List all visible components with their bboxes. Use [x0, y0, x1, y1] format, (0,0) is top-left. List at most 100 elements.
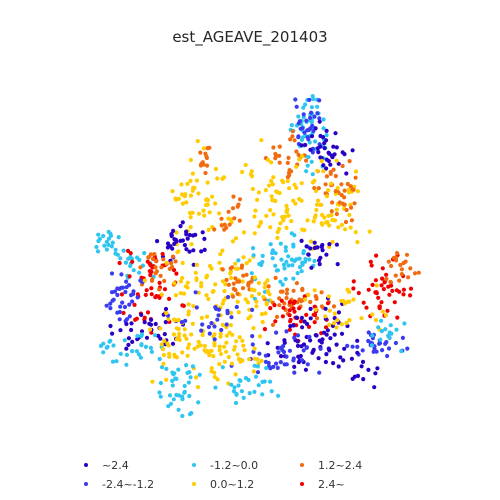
map-point — [233, 261, 238, 266]
map-point — [278, 354, 284, 359]
map-point — [251, 369, 256, 374]
map-point — [113, 247, 118, 252]
map-point — [273, 263, 278, 268]
map-point — [306, 137, 311, 142]
map-point — [143, 344, 148, 349]
map-point — [312, 320, 317, 325]
point-cluster — [351, 253, 414, 320]
map-point — [237, 197, 243, 202]
map-point — [291, 306, 296, 311]
map-point — [188, 157, 193, 163]
map-point — [369, 343, 375, 348]
map-point — [209, 366, 214, 371]
map-point — [359, 364, 364, 369]
map-point — [242, 348, 247, 353]
map-point — [193, 290, 198, 295]
map-point — [293, 201, 298, 206]
map-point — [292, 335, 297, 340]
map-point — [109, 271, 115, 276]
map-point — [260, 253, 265, 258]
map-point — [388, 279, 393, 285]
point-cluster — [157, 363, 201, 419]
map-point — [187, 370, 192, 375]
map-point — [285, 207, 290, 212]
map-point — [212, 374, 217, 380]
map-point — [287, 308, 292, 313]
map-point — [170, 370, 175, 375]
legend-dot-2 — [192, 463, 196, 467]
map-point — [95, 249, 101, 254]
map-point — [309, 159, 314, 164]
map-point — [214, 306, 219, 311]
map-point — [331, 167, 336, 172]
map-point — [205, 202, 210, 207]
map-point — [150, 379, 155, 384]
map-point — [305, 128, 310, 133]
map-point — [336, 225, 341, 230]
map-point — [123, 289, 128, 295]
map-point — [313, 307, 318, 312]
map-point — [239, 265, 244, 270]
point-cluster — [329, 175, 358, 225]
map-point — [190, 364, 195, 369]
map-point — [176, 367, 181, 372]
map-point — [258, 220, 263, 225]
map-point — [224, 225, 229, 230]
map-point — [345, 181, 350, 187]
map-point — [277, 153, 282, 158]
map-point — [284, 259, 289, 264]
legend-dot-0 — [84, 463, 88, 467]
map-point — [294, 185, 299, 190]
map-point — [149, 349, 154, 354]
map-point — [265, 289, 271, 294]
map-point — [132, 302, 137, 307]
map-point — [240, 279, 245, 284]
map-point — [295, 333, 301, 338]
map-point — [249, 271, 254, 276]
map-point — [330, 200, 335, 205]
map-point — [230, 239, 235, 244]
map-point — [406, 275, 411, 280]
map-point — [374, 283, 379, 288]
map-point — [314, 202, 320, 207]
map-point — [334, 242, 339, 247]
map-point — [170, 254, 176, 259]
map-point — [351, 297, 356, 302]
map-point — [173, 376, 178, 381]
map-point — [115, 292, 120, 298]
map-point — [217, 211, 222, 216]
map-point — [335, 318, 340, 323]
map-point — [291, 276, 296, 281]
map-point — [325, 301, 331, 306]
map-point — [280, 314, 285, 319]
map-point — [220, 279, 225, 284]
map-point — [335, 186, 340, 191]
map-point — [377, 306, 382, 311]
map-point — [187, 412, 193, 417]
map-point — [292, 233, 297, 238]
map-point — [288, 324, 293, 329]
map-point — [161, 361, 166, 366]
map-point — [318, 255, 323, 260]
map-point — [231, 281, 236, 286]
map-point — [118, 304, 123, 309]
map-point — [275, 365, 280, 370]
map-point — [145, 310, 151, 315]
map-point — [315, 168, 320, 173]
map-point — [157, 356, 162, 362]
map-point — [126, 336, 131, 341]
map-point — [360, 348, 365, 353]
map-point — [192, 185, 197, 190]
map-point — [305, 362, 310, 367]
map-point — [315, 111, 320, 116]
map-point — [366, 287, 371, 292]
map-point — [304, 244, 309, 249]
map-point — [373, 371, 378, 376]
map-point — [375, 366, 380, 371]
map-point — [126, 342, 131, 347]
map-point — [295, 343, 301, 348]
map-point — [216, 313, 221, 318]
map-point — [297, 256, 302, 261]
map-point — [253, 374, 259, 379]
legend-label-1: -2.4~-1.2 — [102, 477, 155, 491]
